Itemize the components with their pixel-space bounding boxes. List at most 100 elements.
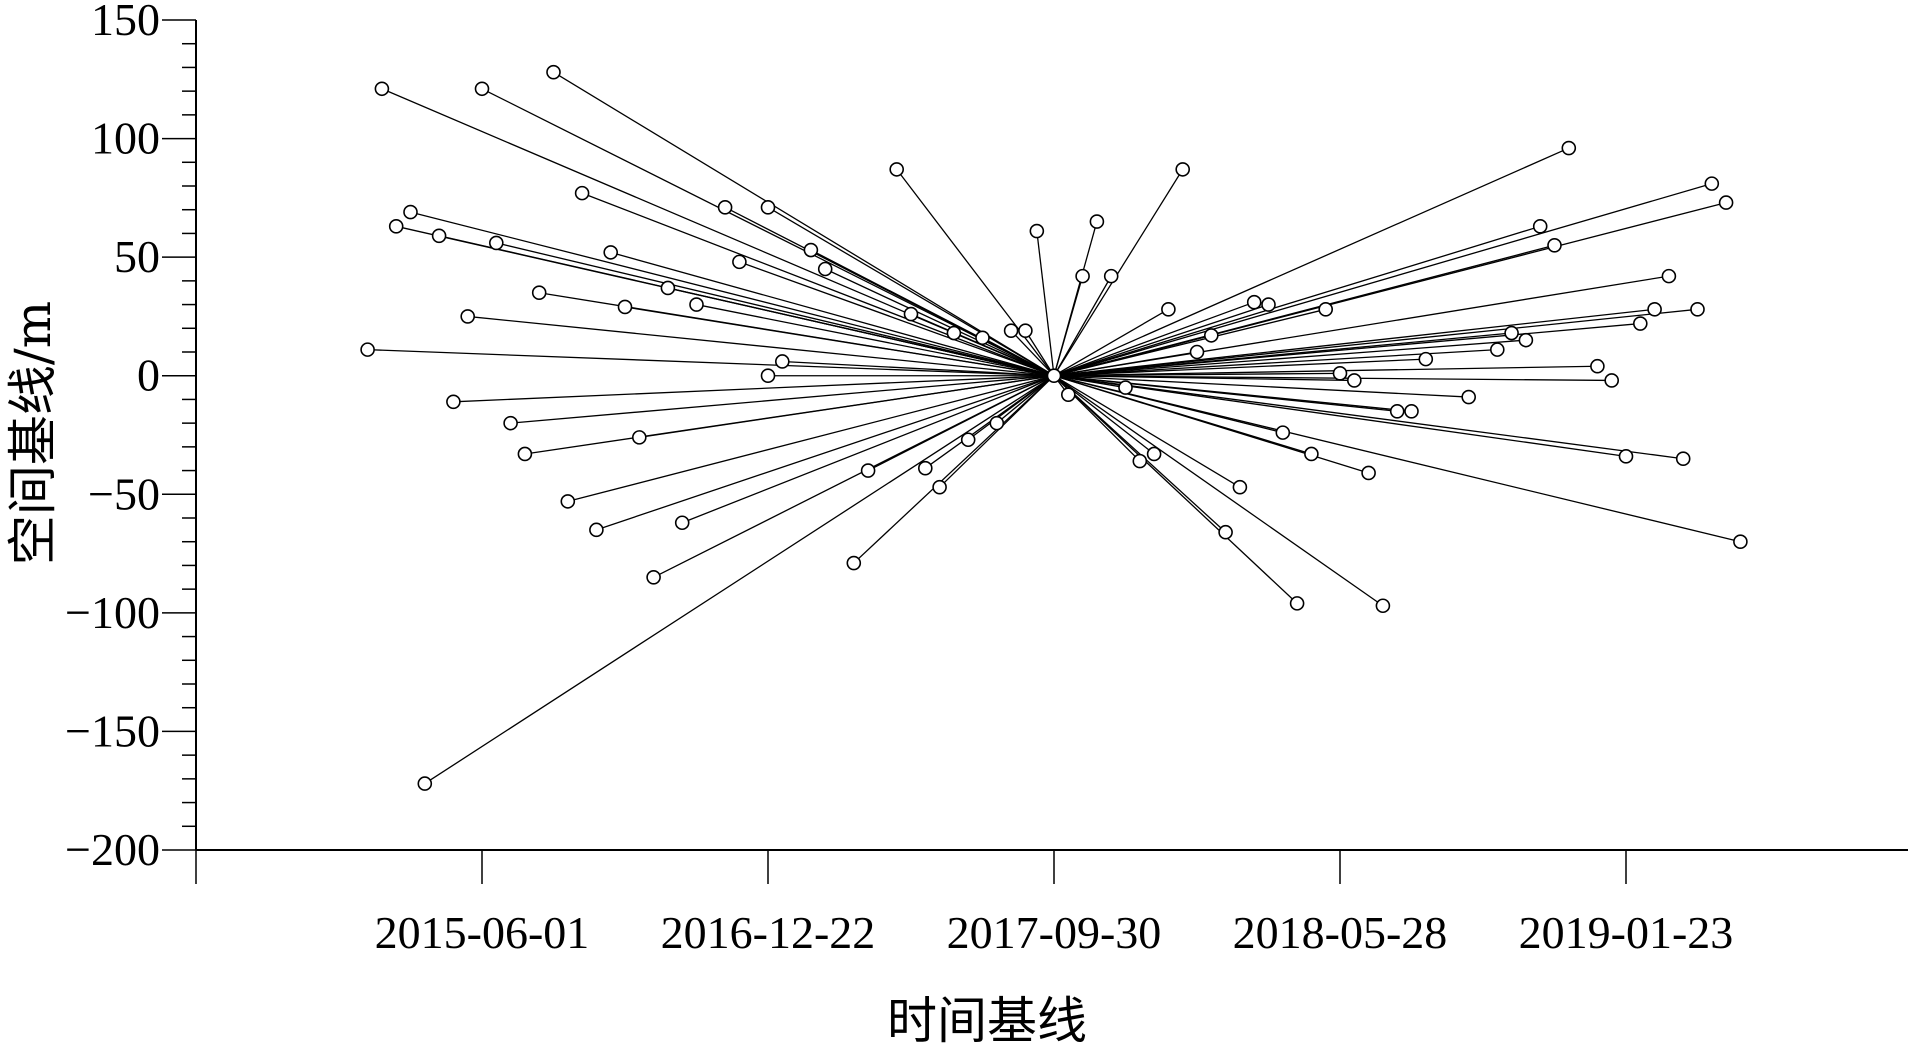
baseline-link: [1053, 375, 1469, 398]
baseline-link: [453, 375, 1055, 403]
baseline-link: [1010, 330, 1055, 377]
x-tick-label: 2016-12-22: [661, 907, 876, 958]
acquisition-point: [674, 515, 690, 531]
acquisition-point: [631, 430, 647, 445]
baseline-link: [596, 375, 1055, 531]
acquisition-point: [717, 200, 733, 215]
baseline-link: [1053, 308, 1169, 377]
baseline-link: [782, 360, 1055, 377]
acquisition-point: [846, 555, 862, 571]
acquisition-point: [1690, 302, 1705, 317]
baseline-link: [1053, 358, 1426, 377]
baseline-link: [853, 375, 1055, 564]
acquisition-point: [1604, 373, 1619, 388]
baseline-link: [1053, 375, 1684, 460]
acquisition-point: [1018, 323, 1033, 338]
acquisition-point: [488, 235, 504, 251]
acquisition-point: [975, 330, 990, 346]
acquisition-point: [1275, 425, 1291, 440]
acquisition-point: [1461, 389, 1476, 405]
baseline-link: [610, 251, 1055, 377]
baseline-link: [1053, 201, 1727, 377]
acquisition-point: [603, 245, 619, 260]
acquisition-point: [1418, 351, 1434, 367]
baseline-link: [1024, 330, 1055, 377]
acquisition-point: [1404, 403, 1419, 419]
baseline-link: [1053, 183, 1712, 377]
acquisition-point: [574, 185, 590, 201]
y-axis-title: 空间基线/m: [4, 301, 62, 565]
baseline-link: [939, 375, 1055, 488]
acquisition-point: [1146, 446, 1162, 462]
acquisition-point: [1189, 344, 1205, 360]
acquisition-point: [889, 162, 905, 177]
acquisition-point: [374, 81, 390, 97]
acquisition-point: [860, 463, 876, 478]
acquisition-point: [1075, 268, 1090, 284]
baseline-link: [410, 211, 1055, 377]
acquisition-point: [817, 261, 833, 277]
baseline-link: [624, 306, 1055, 377]
acquisition-point: [446, 394, 461, 410]
acquisition-point: [460, 309, 476, 324]
acquisition-point: [1318, 302, 1333, 317]
acquisition-point: [1347, 373, 1362, 388]
acquisition-point: [1246, 294, 1262, 310]
baseline-link: [1053, 308, 1655, 377]
acquisition-point: [517, 446, 533, 462]
y-tick-label: 150: [91, 0, 160, 45]
acquisition-point: [1103, 268, 1119, 284]
acquisition-point: [1289, 596, 1305, 611]
acquisition-point: [503, 415, 518, 431]
acquisition-point: [1675, 451, 1691, 467]
x-axis-title: 时间基线: [887, 992, 1087, 1049]
baseline-link: [1053, 275, 1670, 377]
baseline-link: [1053, 375, 1298, 604]
x-tick-label: 2017-09-30: [947, 907, 1162, 958]
baseline-link: [996, 375, 1055, 424]
acquisition-point: [1204, 328, 1219, 343]
acquisition-points: [360, 64, 1748, 791]
acquisition-point: [660, 280, 676, 296]
acquisition-point: [1504, 325, 1519, 341]
acquisition-point: [403, 204, 418, 220]
baseline-link: [1053, 339, 1526, 377]
acquisition-point: [546, 64, 561, 80]
x-tick-label: 2015-06-01: [375, 907, 590, 958]
y-tick-label: 100: [91, 113, 160, 164]
x-tick-label: 2018-05-28: [1233, 907, 1448, 958]
acquisition-point: [1518, 332, 1534, 348]
acquisition-point: [760, 200, 776, 215]
baseline-link: [424, 375, 1055, 785]
axes: [162, 19, 1908, 884]
acquisition-point: [946, 325, 962, 341]
baseline-link: [1053, 225, 1541, 377]
acquisition-point: [1733, 534, 1748, 550]
acquisition-point: [531, 285, 547, 301]
baseline-link: [824, 268, 1055, 377]
baseline-link: [982, 337, 1055, 377]
acquisition-point: [732, 254, 747, 270]
acquisition-point: [1618, 449, 1634, 464]
baseline-link: [696, 303, 1055, 377]
baseline-link: [1053, 275, 1112, 377]
baseline-link: [739, 261, 1055, 377]
x-tick-label: 2019-01-23: [1519, 907, 1734, 958]
acquisition-point: [474, 81, 490, 97]
acquisition-point: [646, 569, 661, 585]
acquisition-point: [1003, 323, 1019, 338]
acquisition-point: [903, 306, 919, 322]
baseline-link: [639, 375, 1055, 439]
baseline-link: [510, 375, 1055, 424]
acquisition-point: [1661, 268, 1677, 284]
acquisition-point: [617, 299, 633, 315]
acquisition-point: [589, 522, 604, 538]
baseline-link: [367, 348, 1055, 377]
acquisition-point: [803, 242, 819, 258]
baseline-link: [1053, 375, 1741, 543]
baseline-link: [1053, 301, 1255, 377]
baseline-link: [567, 375, 1055, 503]
y-tick-label: −200: [65, 824, 160, 875]
y-tick-label: −50: [88, 468, 160, 519]
baseline-link: [1036, 230, 1055, 376]
